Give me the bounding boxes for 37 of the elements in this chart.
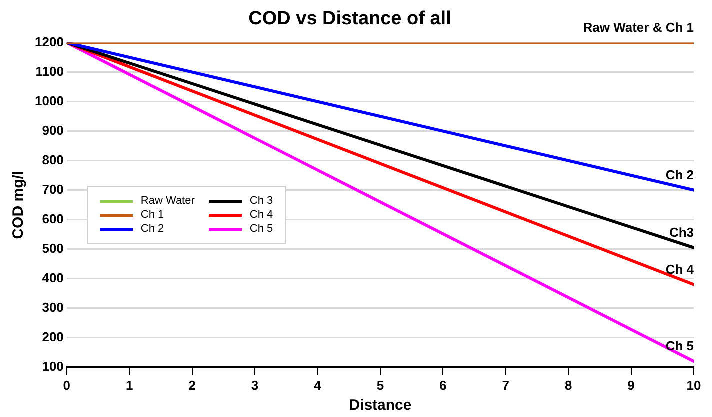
x-tick-label: 10 xyxy=(686,378,702,393)
y-tick-label: 700 xyxy=(42,182,64,197)
annotation: Raw Water & Ch 1 xyxy=(583,20,694,35)
annotation: Ch 2 xyxy=(666,167,694,182)
annotation: Ch 5 xyxy=(666,338,694,354)
x-axis-title: Distance xyxy=(349,397,412,414)
legend-label: Ch 5 xyxy=(250,223,274,236)
y-tick-label: 300 xyxy=(42,300,64,315)
y-tick-label: 1000 xyxy=(35,93,64,108)
annotation: Ch 4 xyxy=(666,262,695,277)
y-axis-title: COD mg/l xyxy=(10,170,28,240)
x-tick-label: 3 xyxy=(251,378,259,393)
annotation: Ch3 xyxy=(669,224,694,240)
y-tick-label: 800 xyxy=(42,152,64,168)
y-tick-label: 900 xyxy=(42,122,64,138)
legend-label: Ch 2 xyxy=(140,223,164,236)
legend-label: Ch 4 xyxy=(250,209,274,222)
y-tick-label: 1100 xyxy=(36,64,64,79)
x-tick-label: 8 xyxy=(564,378,572,393)
x-tick-label: 5 xyxy=(376,378,384,393)
y-tick-label: 400 xyxy=(42,270,64,286)
x-tick-label: 4 xyxy=(314,378,322,393)
y-tick-label: 500 xyxy=(42,240,64,256)
legend-label: Ch 3 xyxy=(250,195,274,208)
legend-label: Raw Water xyxy=(140,195,195,208)
x-tick-label: 6 xyxy=(440,378,447,393)
x-tick-label: 1 xyxy=(126,378,134,393)
x-tick-label: 7 xyxy=(502,378,510,393)
x-tick-label: 9 xyxy=(628,378,635,393)
chart-title: COD vs Distance of all xyxy=(248,8,452,30)
y-tick-label: 1200 xyxy=(35,34,64,50)
y-tick-label: 600 xyxy=(42,211,64,226)
x-tick-label: 2 xyxy=(188,378,196,393)
y-tick-label: 100 xyxy=(42,358,64,374)
legend-label: Ch 1 xyxy=(140,209,164,222)
y-tick-label: 200 xyxy=(42,329,64,344)
x-tick-label: 0 xyxy=(63,378,71,393)
